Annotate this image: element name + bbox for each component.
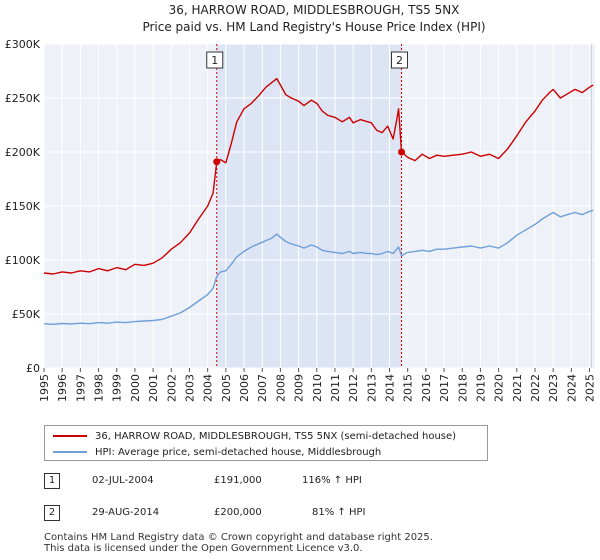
transaction-date: 02-JUL-2004 — [92, 475, 154, 486]
y-tick-label: £50K — [12, 308, 41, 321]
footer-attribution: Contains HM Land Registry data © Crown c… — [44, 532, 433, 554]
x-tick-label: 2011 — [329, 374, 342, 402]
sale-point — [398, 148, 406, 156]
x-tick-label: 2000 — [129, 374, 142, 402]
y-axis-ticks: £0 £50K £100K £150K £200K £250K £300K — [5, 38, 41, 375]
sale-marker-badge — [206, 51, 224, 69]
sale-marker-label: 1 — [211, 54, 218, 67]
x-tick-label: 2003 — [183, 374, 196, 402]
x-tick-label: 2016 — [420, 374, 433, 402]
x-tick-label: 2022 — [529, 374, 542, 402]
legend-item-hpi: HPI: Average price, semi-detached house,… — [53, 444, 381, 460]
x-tick-label: 1999 — [111, 374, 124, 402]
x-tick-label: 2024 — [565, 374, 578, 402]
x-tick-label: 2025 — [584, 374, 597, 402]
transaction-number-badge: 2 — [44, 505, 60, 521]
transaction-price: £191,000 — [214, 475, 262, 486]
x-tick-label: 1995 — [38, 374, 51, 402]
x-tick-label: 2007 — [256, 374, 269, 402]
y-tick-label: £200K — [5, 146, 41, 159]
x-tick-label: 2005 — [220, 374, 233, 402]
x-tick-label: 2006 — [238, 374, 251, 402]
chart-title: 36, HARROW ROAD, MIDDLESBROUGH, TS5 5NX — [169, 3, 460, 17]
x-tick-label: 2013 — [365, 374, 378, 402]
y-tick-label: £250K — [5, 92, 41, 105]
legend-label-hpi: HPI: Average price, semi-detached house,… — [95, 446, 382, 458]
x-tick-label: 2004 — [202, 374, 215, 402]
legend-swatch-blue — [53, 451, 87, 453]
x-tick-label: 2002 — [165, 374, 178, 402]
legend-label-property: 36, HARROW ROAD, MIDDLESBROUGH, TS5 5NX … — [95, 430, 457, 442]
chart-subtitle: Price paid vs. HM Land Registry's House … — [142, 20, 485, 34]
legend-swatch-red — [53, 435, 87, 437]
x-tick-label: 2012 — [347, 374, 360, 402]
y-tick-label: £150K — [5, 200, 41, 213]
y-tick-label: £100K — [5, 254, 41, 267]
x-tick-label: 2001 — [147, 374, 160, 402]
sale-date-lines — [216, 44, 403, 368]
grid-lines — [43, 43, 595, 369]
x-tick-label: 2008 — [274, 374, 287, 402]
x-tick-label: 2020 — [493, 374, 506, 402]
x-tick-label: 2021 — [511, 374, 524, 402]
sale-point — [213, 158, 221, 166]
x-tick-label: 2014 — [384, 374, 397, 402]
x-tick-label: 2023 — [547, 374, 560, 402]
x-tick-label: 1997 — [74, 374, 87, 402]
transaction-number-badge: 1 — [44, 473, 60, 489]
footer-licence: This data is licensed under the Open Gov… — [44, 543, 363, 554]
transaction-date: 29-AUG-2014 — [92, 507, 160, 518]
x-tick-label: 2017 — [438, 374, 451, 402]
x-tick-label: 2019 — [474, 374, 487, 402]
series-lines — [43, 77, 594, 325]
y-tick-label: £300K — [5, 38, 41, 51]
legend-item-property: 36, HARROW ROAD, MIDDLESBROUGH, TS5 5NX … — [53, 428, 456, 444]
x-tick-label: 2015 — [402, 374, 415, 402]
sale-marker-label: 2 — [396, 54, 403, 67]
property-price-series-line — [43, 77, 594, 275]
x-tick-label: 2009 — [293, 374, 306, 402]
legend: 36, HARROW ROAD, MIDDLESBROUGH, TS5 5NX … — [44, 425, 488, 461]
sale-marker-badge — [391, 51, 409, 69]
transaction-price: £200,000 — [214, 507, 262, 518]
hpi-series-line — [43, 209, 594, 325]
x-tick-label: 2018 — [456, 374, 469, 402]
transaction-hpi-change: 81% ↑ HPI — [312, 507, 366, 518]
x-tick-label: 1998 — [93, 374, 106, 402]
y-tick-label: £0 — [26, 362, 40, 375]
price-chart: 36, HARROW ROAD, MIDDLESBROUGH, TS5 5NX … — [5, 3, 597, 402]
x-tick-label: 1996 — [56, 374, 69, 402]
x-axis-ticks: 1995 1996 1997 1998 1999 2000 2001 2002 2003 2004… — [38, 368, 597, 402]
transaction-hpi-change: 116% ↑ HPI — [302, 475, 362, 486]
footer-copyright: Contains HM Land Registry data © Crown c… — [44, 532, 433, 543]
x-tick-label: 2010 — [311, 374, 324, 402]
